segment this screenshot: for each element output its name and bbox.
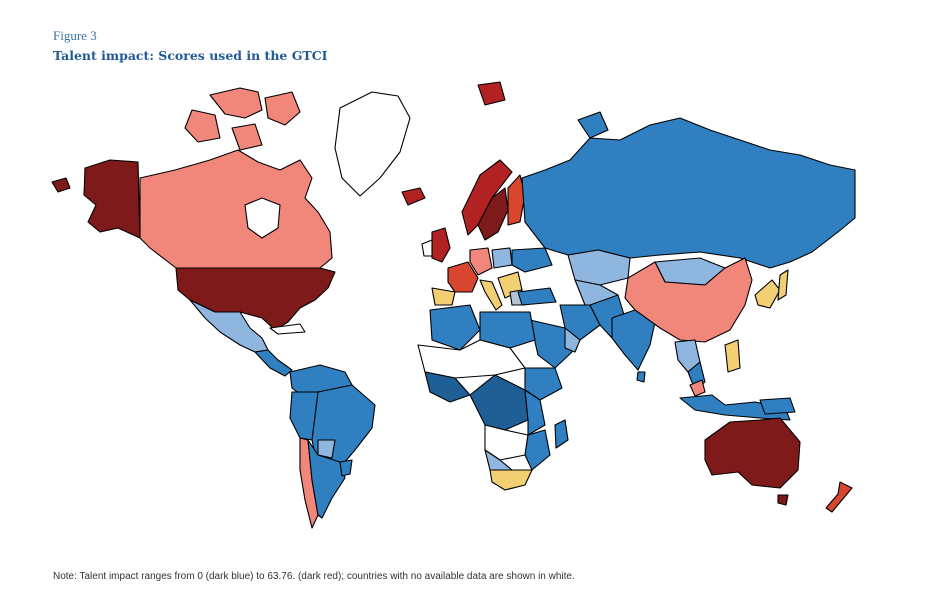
- region-korea-japan: [754, 279, 781, 309]
- region-ukraine: [511, 247, 553, 273]
- region-morocco-algeria: [429, 304, 481, 351]
- region-canada-arctic-islands: [209, 87, 263, 119]
- region-ethiopia-horn: [524, 367, 563, 401]
- region-saudi-arabia: [529, 319, 573, 369]
- region-argentina: [307, 439, 346, 519]
- region-italy: [479, 279, 503, 311]
- region-canada-arctic-islands-2: [184, 109, 221, 143]
- region-poland: [491, 247, 513, 269]
- region-philippines: [724, 339, 741, 373]
- region-japan-islands: [777, 269, 789, 301]
- region-west-africa: [424, 371, 471, 403]
- region-east-africa: [524, 389, 546, 436]
- region-finland: [507, 174, 526, 226]
- region-central-africa: [469, 374, 529, 431]
- region-novaya-zemlya: [577, 111, 609, 139]
- region-paraguay: [317, 439, 336, 459]
- figure-title: Talent impact: Scores used in the GTCI: [53, 48, 328, 63]
- region-gulf-states: [564, 327, 581, 353]
- region-china: [624, 257, 753, 343]
- region-spain: [431, 287, 456, 306]
- figure-number: Figure 3: [53, 28, 97, 43]
- region-uruguay: [339, 459, 353, 477]
- region-ireland: [421, 239, 433, 257]
- region-canada-arctic-islands-3: [264, 91, 301, 126]
- region-central-america: [254, 349, 293, 377]
- region-usa: [175, 267, 336, 331]
- region-kazakhstan: [567, 249, 631, 286]
- region-greenland-outline: [334, 91, 411, 197]
- region-canada: [139, 149, 333, 273]
- region-south-africa: [489, 469, 533, 491]
- region-france: [447, 261, 479, 293]
- region-new-guinea: [759, 397, 796, 415]
- region-australia: [704, 417, 801, 489]
- region-madagascar: [554, 419, 569, 449]
- region-tasmania: [777, 494, 789, 506]
- region-canada-arctic-islands-4: [231, 123, 263, 151]
- region-sri-lanka: [636, 371, 646, 383]
- region-norway: [461, 159, 513, 236]
- region-hudson-bay: [244, 197, 281, 239]
- region-russia: [521, 117, 856, 269]
- region-turkey: [517, 287, 557, 306]
- region-new-zealand: [825, 481, 853, 513]
- region-iran: [559, 304, 601, 341]
- footnote: Note: Talent impact ranges from 0 (dark …: [53, 571, 575, 582]
- region-malaysia: [689, 379, 706, 397]
- region-svalbard: [477, 81, 506, 106]
- region-iceland: [401, 187, 426, 206]
- region-mozambique: [524, 429, 551, 471]
- region-uk: [431, 227, 451, 263]
- region-germany: [469, 247, 493, 276]
- region-aleutian-islands: [51, 177, 71, 193]
- region-indonesia: [679, 394, 791, 421]
- region-libya-egypt: [479, 311, 536, 349]
- region-alaska: [83, 159, 141, 239]
- region-cuba: [269, 323, 306, 335]
